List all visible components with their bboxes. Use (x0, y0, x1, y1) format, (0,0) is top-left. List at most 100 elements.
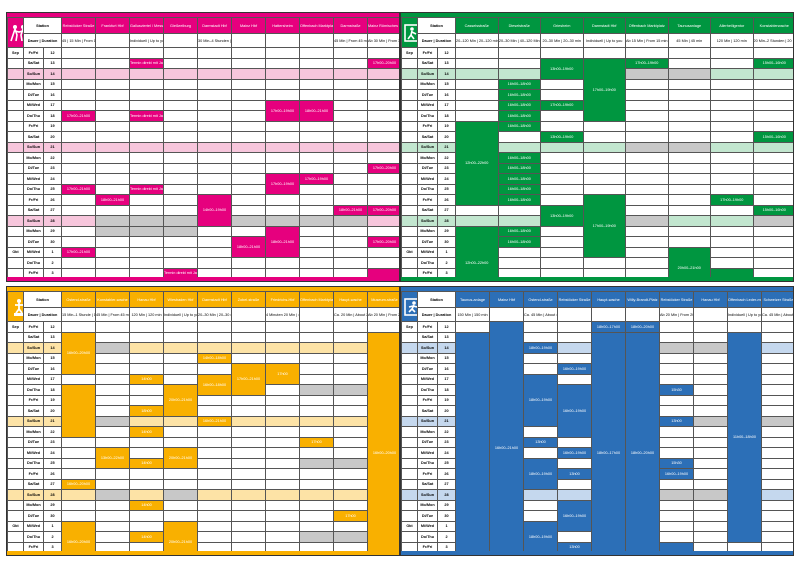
weekday-cell: Fr/Fri (417, 194, 438, 206)
table-row: Fr/Fri 26 13h00 16h00–19h00 (401, 468, 793, 480)
closed-cell (667, 141, 711, 153)
top-accent-bar (401, 13, 793, 17)
event-cell: 16h00–21h00 (489, 321, 524, 555)
event-cell: 17h00–19h00 (710, 194, 754, 206)
weekday-cell: Do/Thu (417, 531, 438, 543)
event-cell: 18h00–21h00 (265, 225, 300, 258)
empty-cell (299, 342, 334, 354)
table-row: So/Sun 21 13h00 (401, 415, 793, 427)
event-cell: 14h00 (129, 531, 164, 543)
empty-cell (231, 531, 266, 543)
date-cell: 25 (437, 183, 456, 195)
empty-cell (667, 183, 711, 195)
empty-cell (197, 257, 232, 269)
month-cell (401, 120, 418, 132)
empty-cell (582, 183, 626, 195)
empty-cell (231, 321, 266, 333)
empty-cell (299, 394, 334, 406)
month-cell (7, 152, 24, 164)
empty-cell (61, 152, 96, 164)
empty-cell (197, 457, 232, 469)
empty-cell (265, 384, 300, 396)
table-row: Mo/Mon 15 (7, 78, 399, 90)
empty-cell (333, 257, 368, 269)
empty-cell (557, 321, 592, 333)
empty-cell (693, 352, 728, 364)
empty-cell (367, 141, 399, 153)
empty-cell (333, 426, 368, 438)
empty-cell (265, 78, 300, 90)
event-cell: 18h00–20h00 (625, 321, 660, 333)
schedule-table: Station Taunus-anlage Mainz Hbf Ostend-stra… (401, 291, 793, 555)
table-row: Do/Thu 18 16h00–18h00 (401, 110, 793, 122)
table-row: Sa/Sat 27 18h00–21h00 17h00–20h00 (7, 204, 399, 216)
empty-cell (299, 405, 334, 417)
weekday-cell: Sa/Sat (417, 405, 438, 417)
duration-cell: Individuell | Up to you (582, 33, 626, 48)
empty-cell (582, 162, 626, 174)
weekday-cell: Sa/Sat (417, 131, 438, 143)
event-cell: 16h00–18h00 (497, 225, 541, 237)
empty-cell (455, 110, 499, 122)
empty-cell (129, 194, 164, 206)
event-cell: 18h00–19h00 (523, 342, 558, 354)
empty-cell (265, 141, 300, 153)
empty-cell (625, 225, 669, 237)
schedule-table: Station Ostend-straße Konstabler-wache Hana… (7, 291, 400, 555)
empty-cell (299, 373, 334, 385)
station-column-header: Hanau Hbf (693, 291, 728, 308)
empty-cell (333, 173, 368, 185)
empty-cell (761, 457, 793, 469)
empty-cell (95, 57, 130, 69)
empty-cell (231, 426, 266, 438)
empty-cell (61, 321, 96, 333)
table-row: Di/Tue 16 16h00–18h00 (401, 89, 793, 101)
duration-cell: 20 Min–2 Stunden | 20 min–2 hours (752, 33, 793, 48)
schedule-quadrant-yellow: Station Ostend-straße Konstabler-wache Hana… (6, 286, 400, 556)
weekday-cell: Fr/Fri (23, 321, 44, 333)
date-cell: 23 (43, 436, 62, 448)
event-cell: 17h00–20h00 (367, 57, 399, 69)
empty-cell (163, 246, 198, 258)
closed-cell (693, 489, 728, 501)
duration-cell (299, 307, 334, 322)
table-row: Do/Thu 18 16h00–19h00 15h30 (401, 384, 793, 438)
empty-cell (333, 236, 368, 248)
empty-cell (231, 394, 266, 406)
closed-cell (265, 215, 300, 227)
empty-cell (265, 457, 300, 469)
station-column-header: Wiesbaden Hbf (163, 291, 198, 308)
empty-cell (197, 363, 232, 375)
empty-cell (231, 110, 266, 122)
event-cell: 17h00–19h00 (299, 173, 334, 185)
empty-cell (265, 68, 300, 80)
empty-cell (333, 225, 368, 237)
empty-cell (710, 120, 754, 132)
date-cell: 29 (437, 225, 456, 237)
empty-cell (95, 436, 130, 448)
empty-cell (299, 225, 334, 237)
empty-cell (333, 120, 368, 132)
event-cell: 16h00–18h00 (497, 110, 541, 122)
empty-cell (95, 47, 130, 59)
empty-cell (299, 321, 334, 333)
empty-cell (129, 89, 164, 101)
month-cell (7, 120, 24, 132)
empty-cell (710, 204, 754, 216)
empty-cell (299, 120, 334, 132)
weekday-cell: Mo/Mon (417, 352, 438, 364)
empty-cell (667, 215, 711, 227)
month-cell: Okt (401, 520, 418, 532)
event-cell: 16h00–18h00 (497, 120, 541, 132)
month-cell (401, 173, 418, 185)
weekday-cell: Di/Tue (417, 436, 438, 448)
empty-cell (299, 489, 334, 501)
empty-cell (659, 436, 694, 448)
table-row: Do/Thu 18 20h00–21h00 (7, 384, 400, 438)
table-row: Mi/Wed 17 14h00 16h00–18h00 (7, 373, 400, 396)
closed-cell (625, 68, 669, 80)
empty-cell (61, 510, 96, 522)
empty-cell (367, 246, 399, 258)
empty-cell (231, 78, 266, 90)
exit-sign-icon (401, 17, 418, 48)
